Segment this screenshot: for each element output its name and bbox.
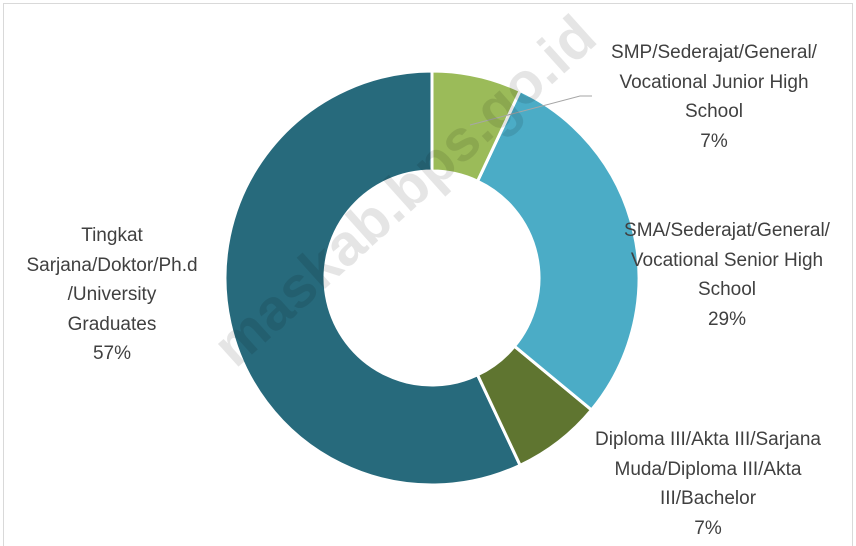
value-label: 7% bbox=[700, 130, 728, 152]
donut-slice bbox=[475, 344, 594, 468]
value-label: 57% bbox=[92, 343, 132, 364]
value-label: 7% bbox=[694, 517, 722, 539]
leader-line bbox=[469, 95, 592, 126]
slice-label: SMA/Sederajat/General/ Vocational Senior… bbox=[577, 216, 856, 334]
slice-label: Tingkat Sarjana/Doktor/Ph.d /University … bbox=[0, 221, 262, 369]
chart-border bbox=[3, 3, 853, 546]
category-label: SMP/Sederajat/General/ Vocational Junior… bbox=[611, 42, 817, 122]
slice-label: SMP/Sederajat/General/ Vocational Junior… bbox=[564, 38, 856, 156]
category-label: Tingkat Sarjana/Doktor/Ph.d /University … bbox=[26, 225, 198, 335]
slice-label: Diploma III/Akta III/Sarjana Muda/Diplom… bbox=[558, 425, 856, 543]
value-label: 29% bbox=[707, 308, 747, 330]
donut-slice bbox=[475, 88, 641, 413]
donut-slice bbox=[430, 69, 523, 184]
category-label: SMA/Sederajat/General/ Vocational Senior… bbox=[624, 220, 830, 300]
category-label: Diploma III/Akta III/Sarjana Muda/Diplom… bbox=[595, 429, 821, 509]
donut-slice bbox=[223, 69, 523, 487]
